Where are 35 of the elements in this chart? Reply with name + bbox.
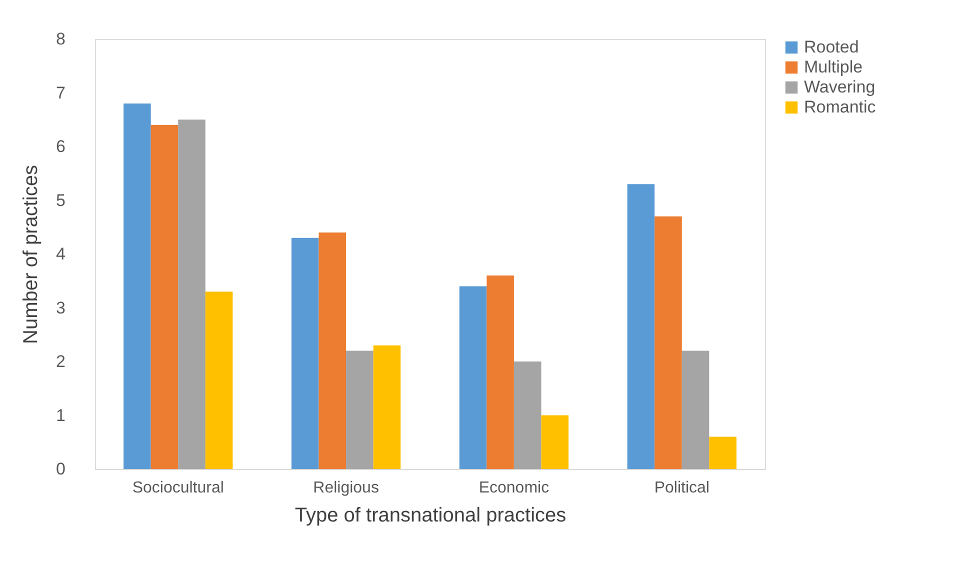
bar xyxy=(486,276,514,469)
y-tick-label: 0 xyxy=(56,460,66,478)
bar xyxy=(178,120,206,469)
bar xyxy=(541,415,569,469)
bar xyxy=(459,286,487,469)
legend-label: Wavering xyxy=(804,78,876,96)
bar xyxy=(709,436,736,469)
y-tick-label: 6 xyxy=(56,137,66,156)
y-tick-label: 7 xyxy=(56,83,66,102)
y-tick-label: 2 xyxy=(56,352,66,371)
y-axis-title: Number of practices xyxy=(20,165,42,344)
bar xyxy=(627,184,655,469)
x-tick-label: Sociocultural xyxy=(132,480,224,496)
bar xyxy=(205,292,233,469)
x-tick-label: Economic xyxy=(478,480,550,496)
bar xyxy=(514,362,542,469)
y-tick-label: 5 xyxy=(56,190,66,210)
y-tick-label: 8 xyxy=(56,30,66,48)
y-tick-label: 4 xyxy=(56,244,66,264)
x-axis-title: Type of transnational practices xyxy=(294,504,566,526)
legend-label: Romantic xyxy=(804,98,876,116)
bar xyxy=(150,125,178,469)
x-tick-label: Religious xyxy=(313,480,379,496)
legend-label: Rooted xyxy=(804,38,859,56)
bar xyxy=(291,238,319,469)
x-tick-label: Political xyxy=(654,480,710,496)
legend-label: Multiple xyxy=(804,58,863,76)
bar xyxy=(373,345,401,469)
bar xyxy=(682,350,710,469)
y-tick-label: 3 xyxy=(56,298,66,318)
bar xyxy=(346,350,374,469)
y-tick-label: 1 xyxy=(56,406,66,425)
bar xyxy=(124,104,151,469)
bar xyxy=(654,216,682,469)
bar xyxy=(318,232,346,469)
